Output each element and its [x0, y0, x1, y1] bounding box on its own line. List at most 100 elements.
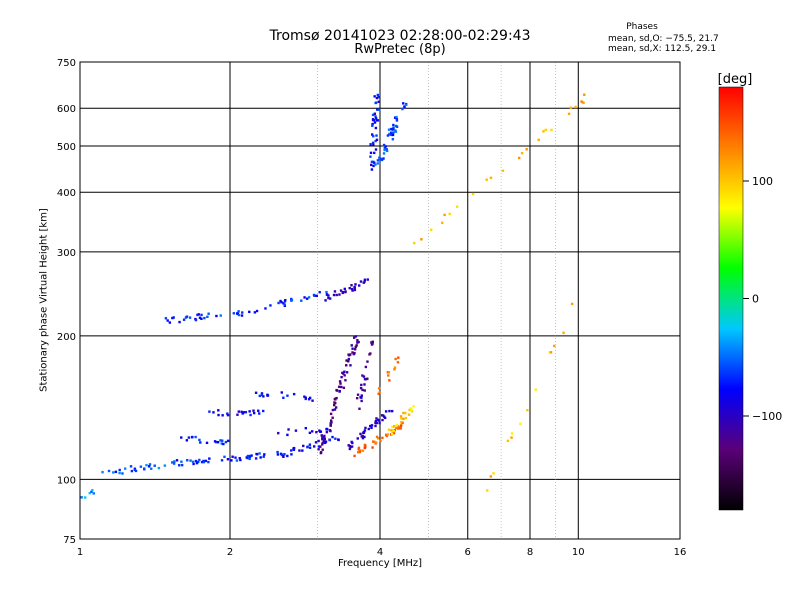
data-point-o: [358, 407, 361, 410]
data-point-o: [133, 468, 137, 472]
data-point-o: [363, 389, 366, 392]
data-point-o: [349, 364, 352, 367]
data-point-o: [338, 380, 342, 383]
data-point-o: [325, 293, 329, 296]
data-point-o: [353, 348, 357, 351]
data-point-o: [395, 119, 399, 122]
data-point-o: [304, 396, 307, 399]
data-point-o: [172, 462, 176, 465]
data-point-o: [362, 281, 365, 284]
data-point-o: [217, 409, 220, 412]
data-point-x: [397, 356, 400, 359]
data-point-o: [257, 409, 260, 412]
data-point-o: [405, 103, 408, 106]
data-point-o: [276, 450, 279, 454]
y-axis-ticks: 75 100 200 300 400 500 600 750: [57, 58, 76, 546]
data-point-o: [202, 459, 205, 463]
data-point-o: [366, 360, 369, 363]
data-point-o: [114, 470, 118, 474]
data-point-x: [377, 387, 381, 390]
data-point-o: [347, 360, 350, 363]
data-point-o: [363, 429, 367, 432]
data-point-o: [374, 148, 378, 151]
x-tick-label: 4: [377, 547, 383, 558]
data-point-o: [375, 138, 379, 142]
data-point-o: [290, 298, 294, 302]
data-point-o: [298, 449, 301, 452]
data-point-o: [337, 438, 340, 441]
data-point-x: [525, 148, 528, 151]
data-point-o: [305, 297, 309, 300]
data-point-o: [330, 421, 333, 424]
data-point-o: [370, 168, 374, 171]
data-point-o: [353, 288, 357, 292]
y-tick-label: 750: [57, 58, 76, 69]
data-point-o: [335, 396, 338, 400]
data-point-o: [362, 431, 365, 434]
data-point-x: [392, 431, 396, 435]
x-tick-label: 16: [674, 547, 687, 558]
data-point-o: [354, 345, 357, 348]
data-point-x: [399, 427, 402, 430]
data-point-x: [506, 439, 510, 443]
data-point-o: [367, 427, 370, 431]
data-point-o: [369, 151, 373, 155]
data-point-o: [327, 296, 330, 300]
data-point-o: [331, 435, 334, 439]
data-point-x: [353, 454, 356, 458]
data-point-o: [182, 318, 186, 321]
data-point-x: [548, 351, 551, 354]
data-point-x: [390, 429, 393, 432]
data-point-o: [180, 463, 184, 467]
data-point-o: [374, 117, 378, 120]
data-point-o: [147, 465, 151, 468]
data-point-x: [387, 374, 390, 377]
colorbar-tick-label: −100: [752, 410, 782, 423]
data-point-o: [264, 307, 267, 310]
colorbar-tick-label: 100: [752, 175, 773, 188]
data-point-o: [175, 459, 179, 462]
data-point-o: [363, 435, 366, 439]
data-point-o: [341, 290, 345, 294]
data-point-o: [237, 310, 240, 313]
data-point-o: [394, 130, 398, 133]
data-point-x: [399, 417, 403, 420]
data-point-o: [361, 388, 364, 392]
data-point-o: [222, 442, 225, 446]
data-point-o: [216, 440, 220, 444]
data-point-o: [380, 414, 384, 417]
data-point-o: [312, 293, 316, 297]
data-point-o: [232, 312, 236, 315]
data-point-o: [241, 311, 244, 314]
data-point-o: [215, 314, 218, 318]
data-point-o: [323, 436, 326, 439]
data-point-x: [492, 472, 495, 475]
data-point-o: [348, 447, 352, 451]
data-point-o: [319, 451, 323, 454]
data-point-x: [378, 391, 381, 394]
x-tick-label: 1: [77, 547, 83, 558]
data-point-o: [280, 300, 283, 304]
data-point-o: [350, 284, 353, 287]
data-point-o: [277, 301, 280, 305]
data-point-o: [402, 102, 405, 105]
data-point-o: [378, 421, 381, 425]
data-point-o: [248, 457, 251, 461]
data-point-o: [356, 341, 359, 344]
data-point-o: [372, 134, 375, 138]
data-point-o: [188, 316, 192, 319]
chart-subtitle: RwPretec (8p): [354, 42, 446, 57]
data-point-o: [148, 463, 152, 466]
data-point-o: [387, 128, 391, 131]
data-point-o: [382, 143, 386, 147]
data-point-o: [223, 455, 226, 458]
data-point-x: [356, 451, 360, 454]
data-point-o: [248, 410, 251, 413]
data-point-o: [343, 374, 346, 377]
data-point-x: [363, 443, 367, 447]
data-point-o: [385, 149, 389, 153]
data-point-o: [323, 434, 326, 438]
data-point-o: [308, 446, 312, 449]
data-point-o: [171, 316, 174, 320]
x-tick-label: 2: [227, 547, 233, 558]
